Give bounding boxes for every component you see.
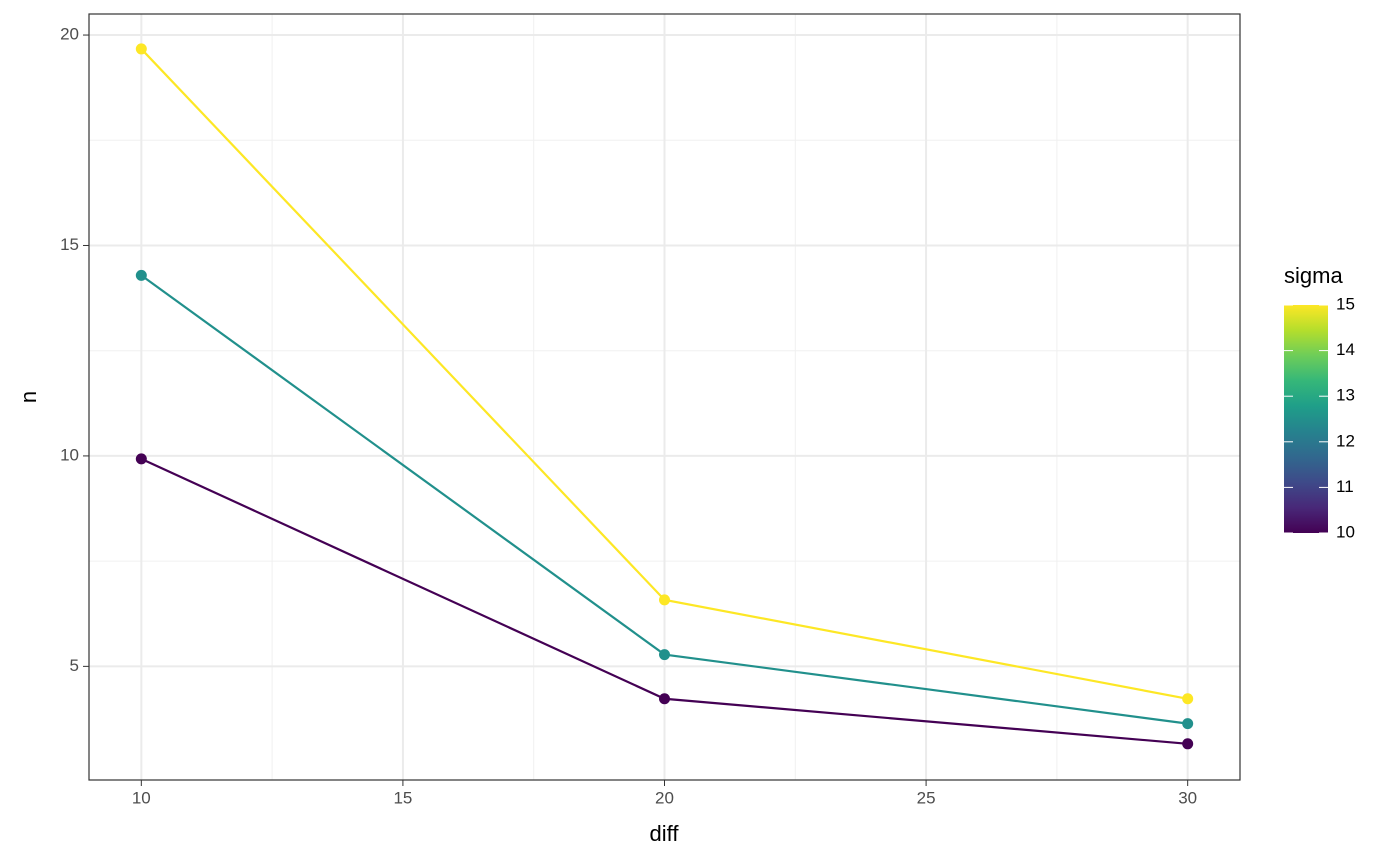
y-tick-label: 15 [60, 235, 79, 254]
legend-tick-label: 12 [1336, 431, 1355, 450]
data-point [135, 269, 147, 281]
data-point [659, 649, 670, 661]
x-tick-label: 20 [655, 788, 674, 807]
data-point [135, 453, 147, 465]
y-tick-label: 10 [60, 445, 79, 464]
x-tick-label: 30 [1178, 788, 1197, 807]
y-axis-title: n [16, 391, 41, 403]
data-point [659, 693, 670, 705]
x-tick-label: 10 [132, 788, 151, 807]
x-tick-label: 15 [393, 788, 412, 807]
legend-tick-label: 14 [1336, 340, 1355, 359]
data-point [659, 594, 670, 606]
legend-tick-label: 10 [1336, 522, 1355, 541]
legend-tick-label: 15 [1336, 294, 1355, 313]
data-point [1182, 693, 1194, 705]
legend-tick-label: 13 [1336, 386, 1355, 405]
y-tick-label: 20 [60, 25, 79, 44]
legend-title: sigma [1284, 263, 1343, 288]
data-point [1182, 718, 1194, 730]
colorbar [1284, 305, 1328, 533]
data-point [1182, 738, 1194, 750]
x-axis-title: diff [650, 821, 680, 846]
data-point [135, 43, 147, 55]
x-tick-label: 25 [917, 788, 936, 807]
y-tick-label: 5 [70, 656, 79, 675]
legend-tick-label: 11 [1336, 477, 1354, 496]
panel-border [88, 13, 1241, 781]
